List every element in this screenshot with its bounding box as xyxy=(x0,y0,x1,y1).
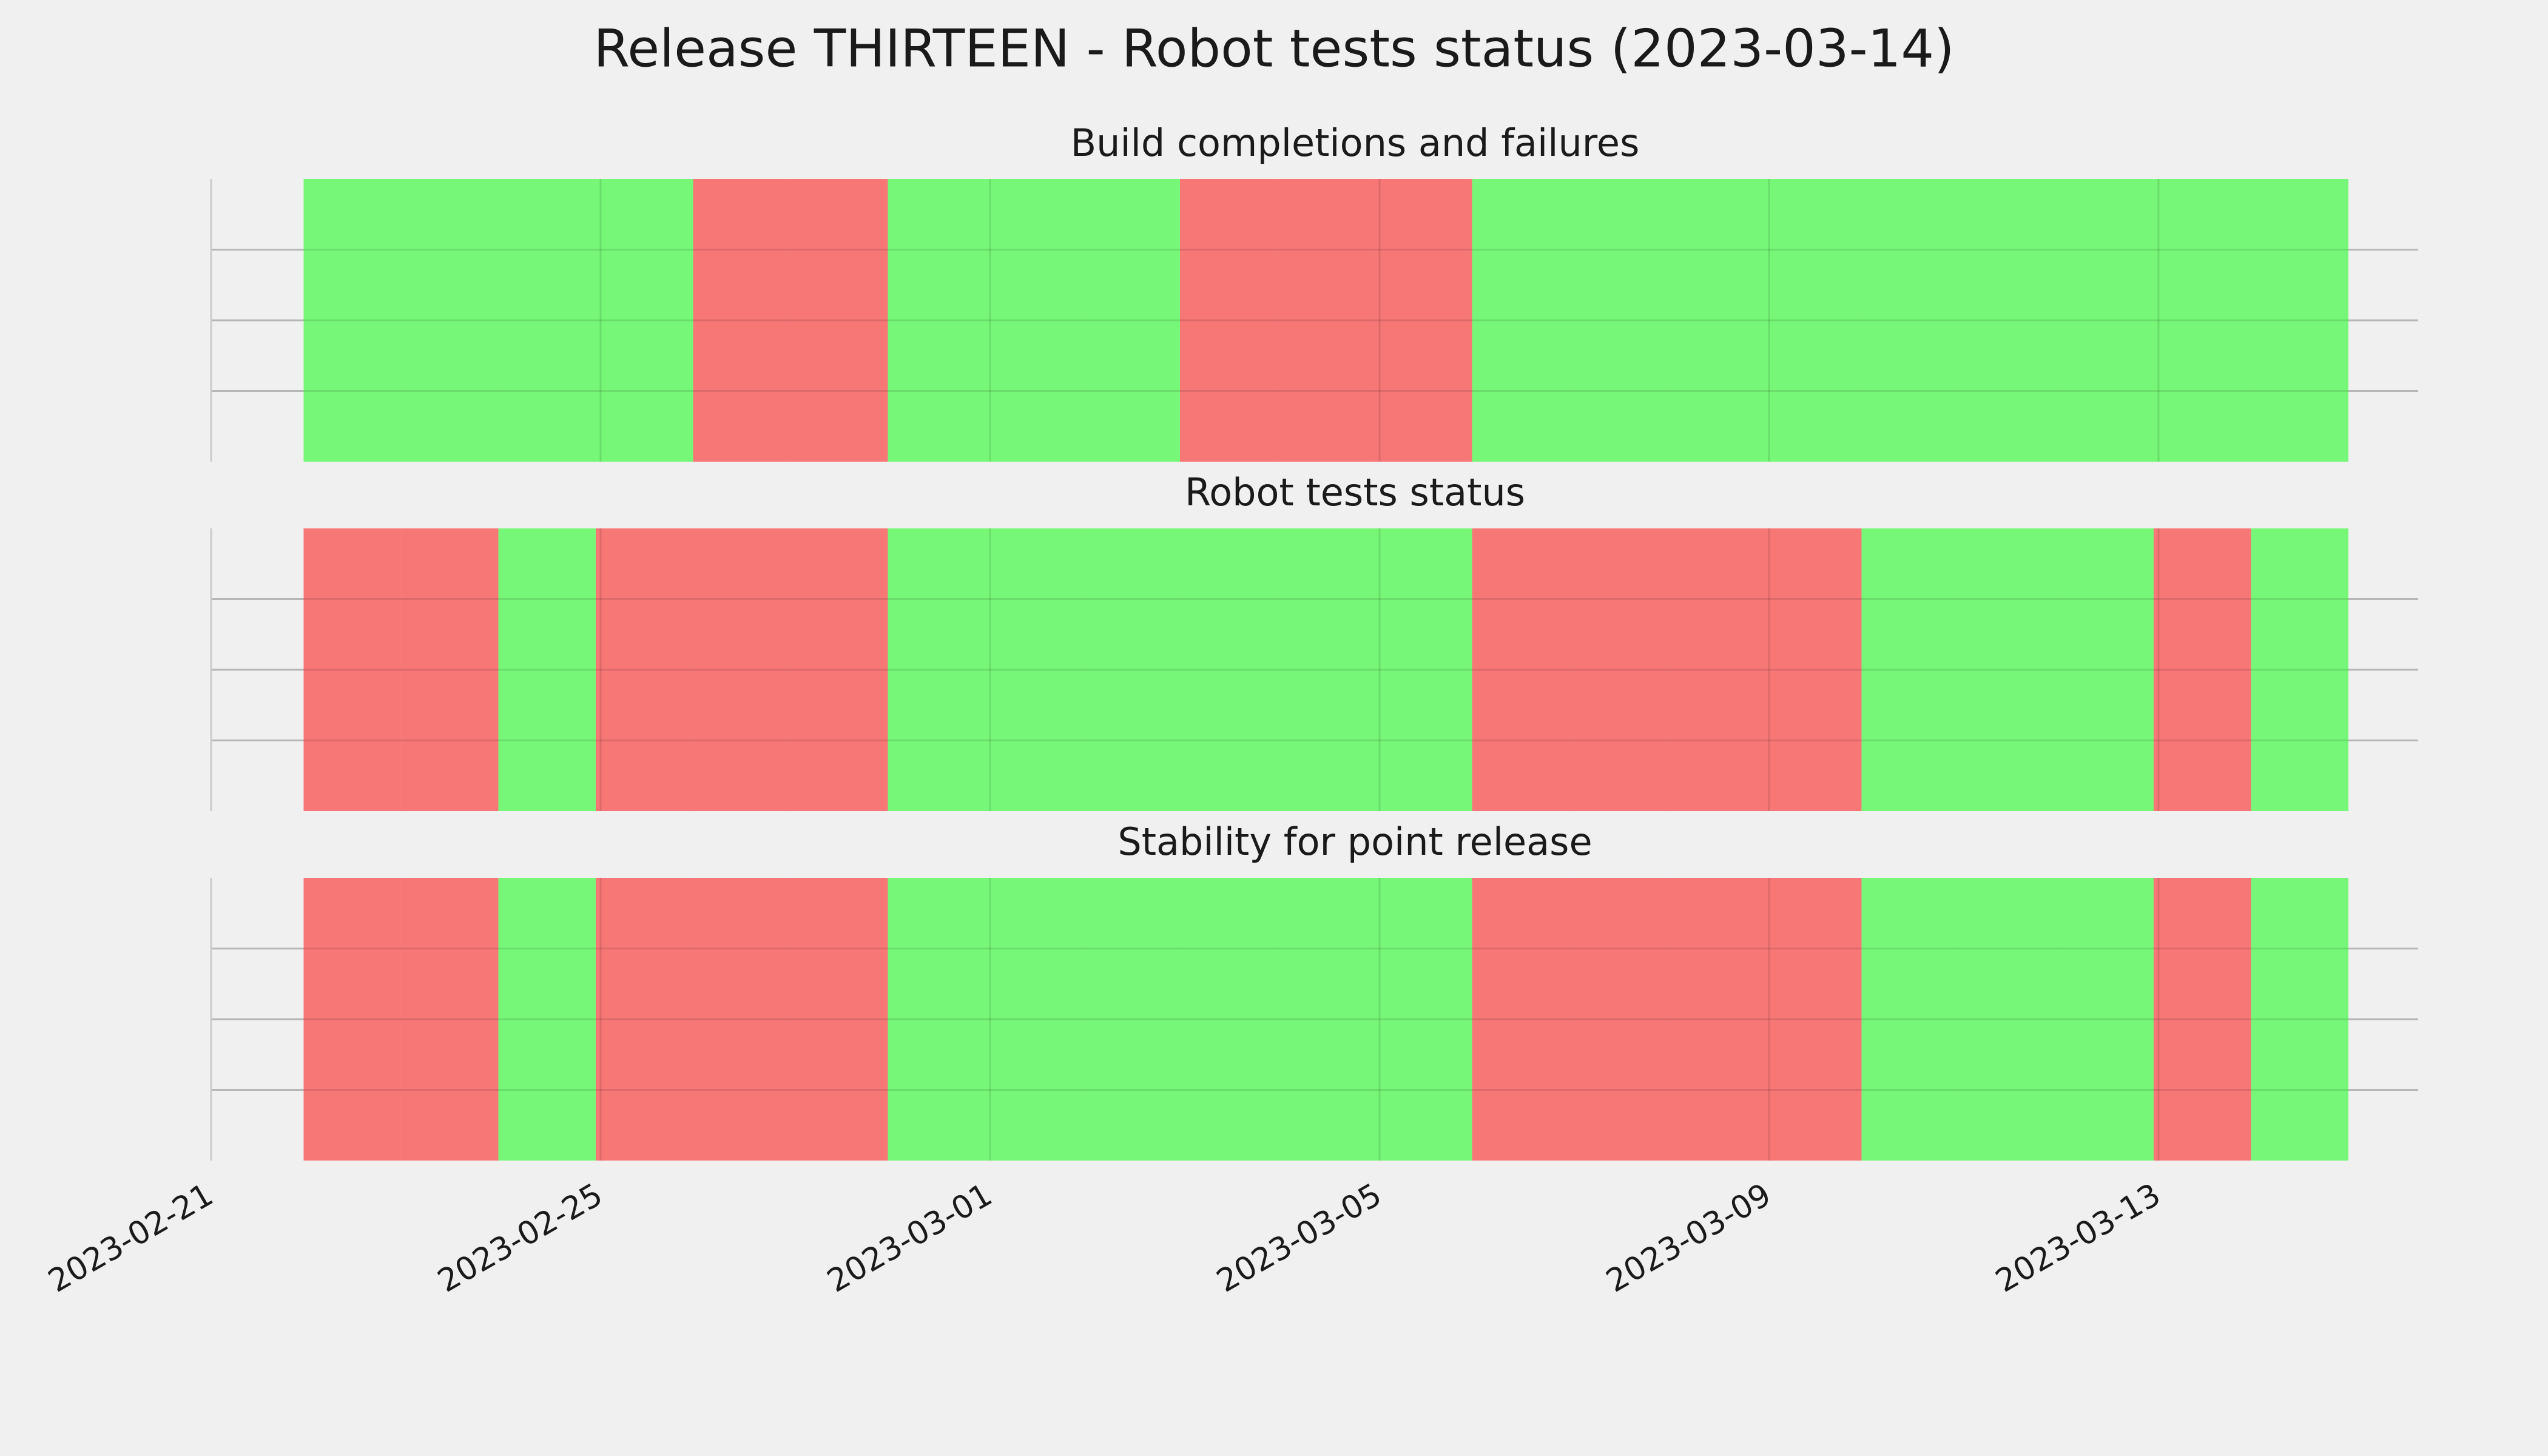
x-tick-label: 2023-03-05 xyxy=(1211,1176,1388,1299)
status-span xyxy=(400,528,499,811)
status-span xyxy=(2056,528,2154,811)
status-span xyxy=(1374,179,1472,462)
status-span xyxy=(400,179,499,462)
status-span xyxy=(1374,878,1472,1161)
status-span xyxy=(1958,878,2057,1161)
status-span xyxy=(595,179,693,462)
status-span xyxy=(2251,528,2348,811)
status-span xyxy=(1179,179,1278,462)
x-tick-label: 2023-02-21 xyxy=(42,1176,220,1299)
status-span xyxy=(1082,179,1180,462)
status-span xyxy=(1958,179,2057,462)
status-span xyxy=(1764,179,1862,462)
status-span xyxy=(985,528,1083,811)
x-tick-label: 2023-02-25 xyxy=(432,1176,609,1299)
status-span xyxy=(1861,179,1959,462)
x-tick-label: 2023-03-09 xyxy=(1600,1176,1778,1299)
status-span xyxy=(1861,528,1959,811)
status-span xyxy=(2251,179,2348,462)
status-span xyxy=(2056,878,2154,1161)
status-span xyxy=(790,878,888,1161)
status-span xyxy=(2153,179,2251,462)
status-span xyxy=(303,878,401,1161)
status-span xyxy=(498,528,596,811)
status-span xyxy=(1472,179,1569,462)
status-span xyxy=(693,179,790,462)
status-span xyxy=(1277,179,1375,462)
status-span xyxy=(1179,528,1278,811)
panel-title: Build completions and failures xyxy=(1071,121,1640,165)
status-span xyxy=(1569,528,1667,811)
status-span xyxy=(1472,528,1569,811)
figure-title: Release THIRTEEN - Robot tests status (2… xyxy=(593,18,1954,79)
status-span xyxy=(1764,528,1862,811)
status-span xyxy=(1667,878,1764,1161)
status-span xyxy=(2056,179,2154,462)
status-span xyxy=(888,878,985,1161)
status-span xyxy=(595,878,693,1161)
status-span xyxy=(303,528,401,811)
status-span xyxy=(888,528,985,811)
status-span xyxy=(790,528,888,811)
panel-title: Robot tests status xyxy=(1185,470,1525,514)
status-span xyxy=(498,179,596,462)
panel-title: Stability for point release xyxy=(1117,820,1592,864)
status-span xyxy=(1764,878,1862,1161)
status-span xyxy=(985,179,1083,462)
status-span xyxy=(1472,878,1569,1161)
x-tick-label: 2023-03-01 xyxy=(821,1176,999,1299)
status-span xyxy=(2153,528,2251,811)
status-span xyxy=(2251,878,2348,1161)
status-span xyxy=(1082,528,1180,811)
status-span xyxy=(595,528,693,811)
x-tick-label: 2023-03-13 xyxy=(1990,1176,2167,1299)
status-span xyxy=(888,179,985,462)
status-span xyxy=(303,179,401,462)
status-span xyxy=(400,878,499,1161)
status-span xyxy=(1861,878,1959,1161)
status-span xyxy=(693,528,790,811)
status-span xyxy=(1569,179,1667,462)
status-span xyxy=(790,179,888,462)
status-span xyxy=(985,878,1083,1161)
status-span xyxy=(1277,878,1375,1161)
status-span xyxy=(1179,878,1278,1161)
status-span xyxy=(1082,878,1180,1161)
status-span xyxy=(1374,528,1472,811)
status-span xyxy=(1667,528,1764,811)
status-span xyxy=(1277,528,1375,811)
status-span xyxy=(498,878,596,1161)
status-span xyxy=(1958,528,2057,811)
status-span xyxy=(1569,878,1667,1161)
status-span xyxy=(2153,878,2251,1161)
status-span xyxy=(1667,179,1764,462)
status-span xyxy=(693,878,790,1161)
